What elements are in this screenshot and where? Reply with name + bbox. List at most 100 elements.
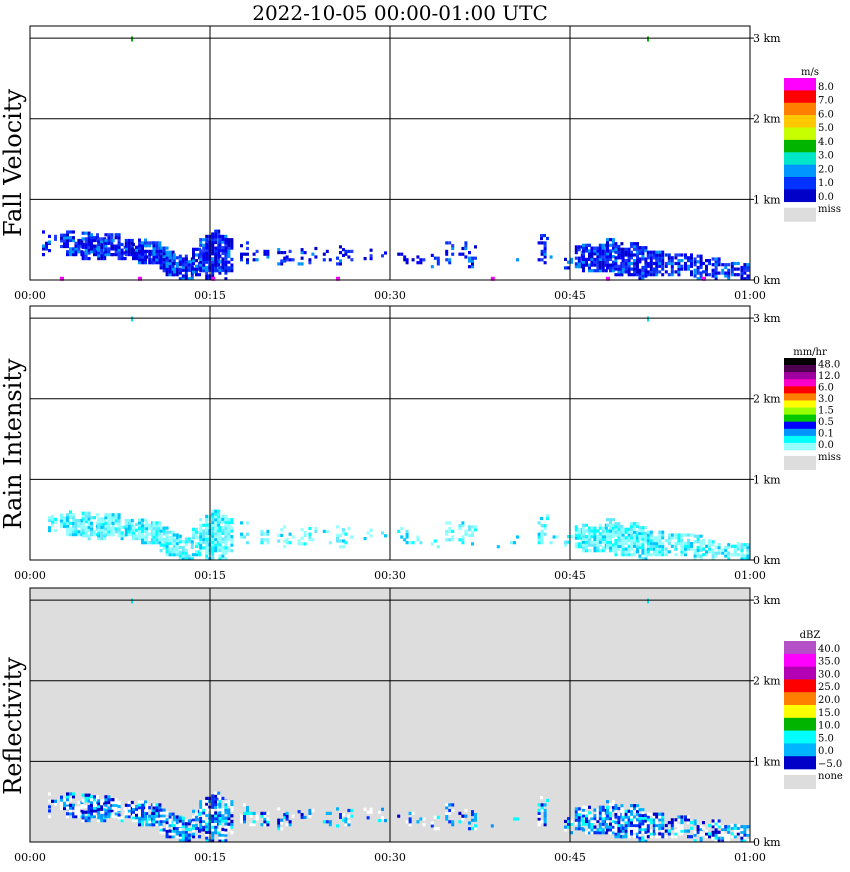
echo-cell [195, 253, 198, 257]
echo-cell [652, 823, 656, 828]
echo-cell [132, 804, 135, 809]
echo-cell [705, 550, 708, 554]
echo-cell [227, 252, 231, 256]
legend-swatch [784, 705, 816, 719]
echo-cell [646, 821, 650, 825]
echo-cell [590, 822, 594, 826]
echo-cell [567, 266, 570, 270]
echo-cell [461, 252, 465, 256]
echo-cell [702, 553, 705, 557]
echo-cell [155, 808, 159, 813]
echo-cell [110, 518, 114, 523]
echo-cell [51, 799, 54, 803]
echo-cell [652, 812, 656, 816]
echo-cell [614, 259, 618, 263]
echo-cell [104, 527, 108, 531]
echo-cell [381, 816, 384, 820]
echo-cell [644, 534, 648, 538]
echo-cell [214, 235, 218, 239]
echo-cell [224, 240, 228, 245]
echo-cell [152, 246, 156, 251]
echo-cell [77, 244, 81, 248]
echo-cell [641, 265, 645, 270]
echo-cell [255, 249, 259, 253]
echo-cell [240, 817, 243, 821]
echo-cell [303, 531, 307, 535]
echo-cell [593, 526, 597, 530]
echo-cell [624, 821, 628, 825]
echo-cell [165, 547, 169, 551]
echo-cell [644, 271, 648, 275]
echo-cell [724, 836, 728, 840]
echo-cell [670, 533, 674, 537]
echo-cell [593, 543, 597, 547]
echo-cell [717, 548, 721, 552]
echo-cell [630, 818, 633, 822]
echo-cell [117, 534, 121, 538]
echo-cell [717, 836, 721, 840]
echo-cell [609, 518, 612, 522]
echo-cell [609, 269, 612, 273]
echo-cell [667, 533, 671, 537]
echo-cell [130, 521, 134, 525]
echo-cell [243, 820, 246, 824]
echo-cell [69, 247, 72, 251]
echo-cell [714, 271, 718, 275]
echo-cell [661, 259, 665, 263]
echo-cell [246, 246, 249, 251]
echo-cell [347, 255, 351, 259]
echo-cell [540, 524, 544, 528]
echo-cell [285, 255, 289, 259]
echo-cell [114, 803, 118, 807]
echo-cell [633, 522, 636, 526]
echo-cell [252, 258, 256, 262]
echo-cell [627, 815, 631, 819]
echo-cell [609, 255, 612, 259]
legend-swatch [784, 386, 816, 394]
echo-cell [117, 236, 121, 240]
echo-cell [93, 247, 96, 251]
echo-cell [260, 538, 264, 542]
echo-cell [617, 541, 621, 546]
echo-cell [436, 815, 440, 819]
echo-cell [344, 541, 348, 545]
echo-cell [135, 810, 138, 814]
echo-cell [342, 531, 345, 535]
echo-cell [127, 250, 131, 254]
echo-cell [598, 269, 602, 273]
echo-cell [624, 829, 628, 833]
echo-cell [606, 518, 609, 522]
echo-cell [601, 263, 605, 267]
echo-cell [199, 805, 203, 809]
echo-cell [214, 831, 218, 835]
echo-cell [641, 249, 645, 253]
echo-cell [100, 240, 104, 244]
echo-cell [172, 539, 176, 543]
echo-cell [652, 818, 656, 822]
echo-cell [104, 244, 108, 248]
echo-cell [655, 550, 659, 554]
echo-cell [221, 526, 225, 530]
echo-cell [471, 259, 474, 263]
echo-cell [72, 250, 75, 254]
echo-cell [621, 541, 625, 546]
echo-cell [221, 540, 225, 544]
echo-cell [658, 270, 662, 274]
echo-cell [100, 802, 104, 806]
echo-cell [221, 557, 225, 561]
echo-cell [630, 527, 633, 531]
legend-swatch [784, 393, 816, 401]
echo-cell [633, 544, 636, 548]
echo-cell [285, 541, 289, 545]
echo-cell [636, 547, 639, 551]
echo-cell [172, 826, 176, 830]
echo-cell [574, 815, 578, 819]
echo-cell [63, 516, 66, 520]
legend-missing-swatch [784, 775, 816, 789]
legend-level-label: 0.0 [818, 192, 834, 203]
echo-cell [537, 521, 541, 525]
echo-cell [612, 526, 615, 530]
echo-cell [211, 833, 215, 837]
echo-cell [693, 540, 697, 544]
echo-cell [474, 824, 477, 828]
